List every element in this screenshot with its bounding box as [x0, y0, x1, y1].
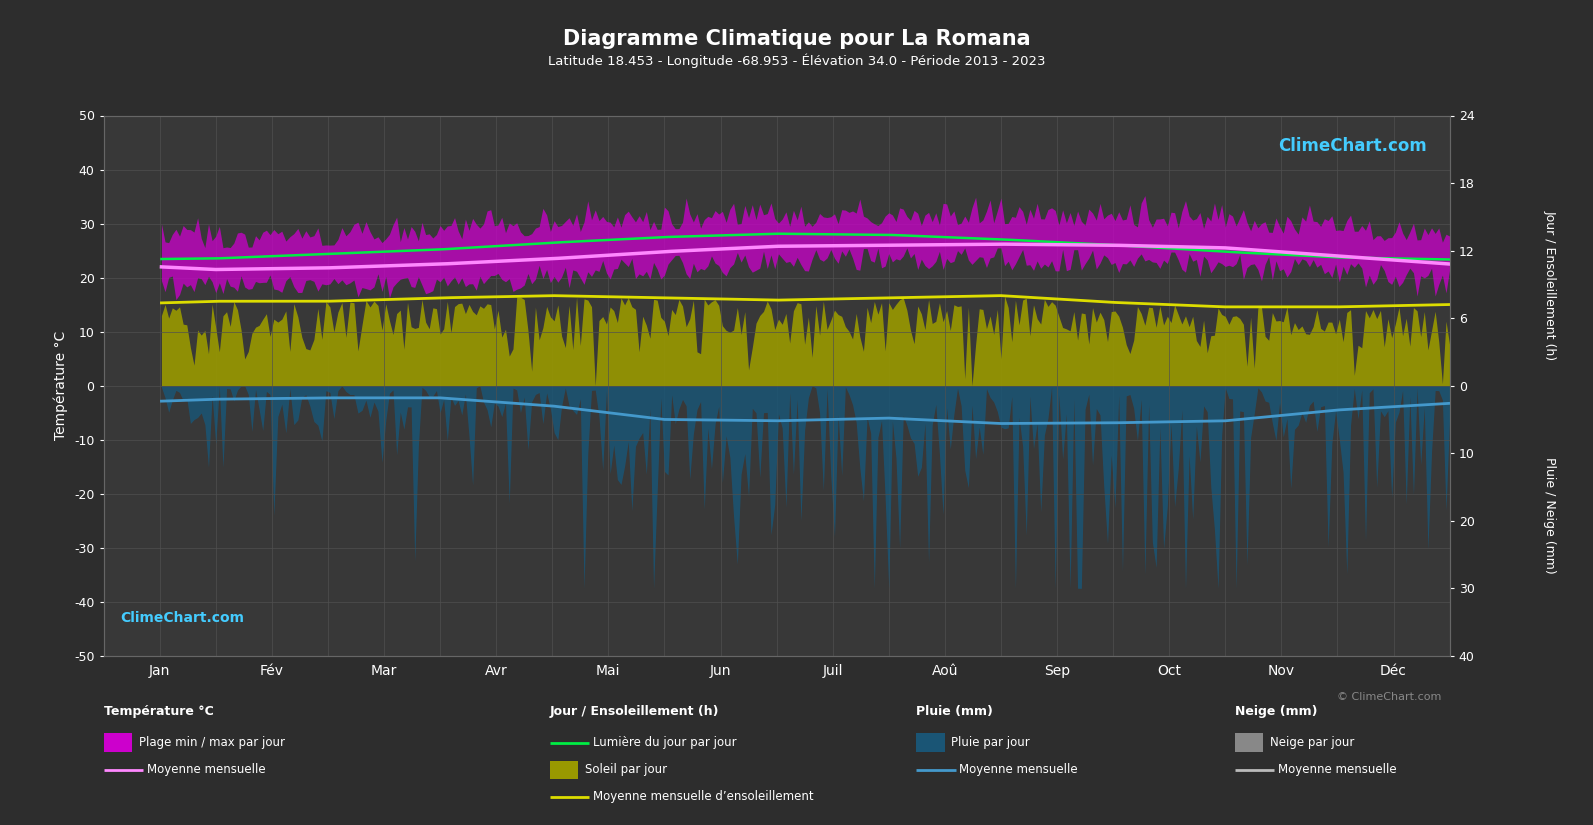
Text: Plage min / max par jour: Plage min / max par jour [139, 736, 285, 749]
Text: Pluie / Neige (mm): Pluie / Neige (mm) [1544, 457, 1556, 574]
Text: Moyenne mensuelle: Moyenne mensuelle [1278, 763, 1395, 776]
Text: Jour / Ensoleillement (h): Jour / Ensoleillement (h) [1544, 210, 1556, 360]
Text: Jour / Ensoleillement (h): Jour / Ensoleillement (h) [550, 705, 718, 719]
Text: Température °C: Température °C [104, 705, 213, 719]
Text: Lumière du jour par jour: Lumière du jour par jour [593, 736, 736, 749]
Text: Neige (mm): Neige (mm) [1235, 705, 1317, 719]
Text: Latitude 18.453 - Longitude -68.953 - Élévation 34.0 - Période 2013 - 2023: Latitude 18.453 - Longitude -68.953 - Él… [548, 54, 1045, 68]
Text: Diagramme Climatique pour La Romana: Diagramme Climatique pour La Romana [562, 29, 1031, 49]
Y-axis label: Température °C: Température °C [54, 331, 68, 441]
Text: Moyenne mensuelle: Moyenne mensuelle [147, 763, 264, 776]
Text: © ClimeChart.com: © ClimeChart.com [1337, 692, 1442, 702]
Text: Soleil par jour: Soleil par jour [585, 763, 667, 776]
Text: ClimeChart.com: ClimeChart.com [1279, 137, 1427, 155]
Text: ClimeChart.com: ClimeChart.com [121, 611, 244, 625]
Text: Moyenne mensuelle d’ensoleillement: Moyenne mensuelle d’ensoleillement [593, 790, 812, 804]
Text: Pluie (mm): Pluie (mm) [916, 705, 992, 719]
Text: Moyenne mensuelle: Moyenne mensuelle [959, 763, 1077, 776]
Text: Neige par jour: Neige par jour [1270, 736, 1354, 749]
Text: Pluie par jour: Pluie par jour [951, 736, 1029, 749]
